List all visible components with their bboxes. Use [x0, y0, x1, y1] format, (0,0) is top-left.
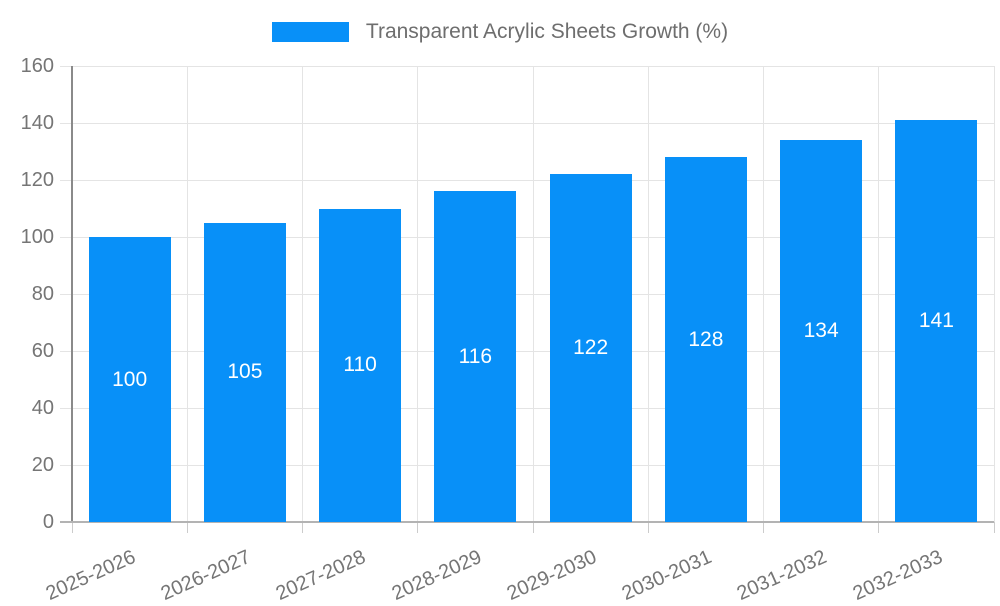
x-axis-tick: [993, 522, 995, 533]
y-axis-line: [71, 66, 73, 522]
y-tick-label: 120: [20, 169, 54, 191]
bar-value-label: 122: [573, 336, 609, 360]
bar-value-label: 128: [688, 327, 724, 351]
gridline-h: [60, 122, 994, 124]
y-tick-label: 0: [42, 511, 54, 533]
bar-value-label: 116: [458, 344, 493, 368]
x-tick-label-text: 2028-2029: [388, 545, 485, 605]
y-tick-label: 60: [31, 340, 54, 362]
legend-swatch: [271, 22, 349, 42]
x-axis-tick: [647, 522, 649, 533]
bar: [780, 140, 863, 522]
bar-value-label: 134: [803, 319, 839, 343]
gridline-h: [60, 179, 994, 181]
gridline-v: [763, 66, 764, 522]
y-tick-label: 160: [20, 55, 54, 77]
x-tick-label-text: 2025-2026: [42, 545, 139, 605]
gridline-v: [878, 66, 880, 522]
x-tick-label-text: 2032-2033: [849, 545, 946, 605]
bar: [203, 222, 286, 522]
gridline-h: [60, 464, 994, 466]
x-axis-line: [60, 521, 994, 523]
y-tick-label: 140: [20, 112, 54, 134]
gridline-h: [60, 407, 994, 409]
bar-value-label: 141: [918, 309, 954, 333]
legend-label: Transparent Acrylic Sheets Growth (%): [365, 20, 729, 43]
x-axis-tick: [878, 522, 880, 533]
y-tick-label: 80: [31, 283, 54, 305]
y-tick-label: 20: [31, 454, 54, 476]
x-axis-tick: [302, 522, 303, 533]
x-axis-tick: [763, 522, 764, 533]
x-tick-label-text: 2029-2030: [503, 545, 600, 605]
x-tick-label-text: 2026-2027: [157, 545, 255, 605]
bar-value-label: 110: [343, 353, 377, 377]
x-axis-tick: [417, 522, 419, 533]
x-axis-tick: [71, 522, 73, 533]
gridline-h: [60, 65, 994, 67]
gridline-v: [532, 66, 534, 522]
gridline-v: [417, 66, 419, 522]
bar: [664, 157, 747, 522]
gridline-v: [993, 66, 995, 522]
x-tick-label-text: 2030-2031: [618, 545, 716, 605]
bar: [549, 174, 632, 522]
gridline-h: [60, 293, 994, 295]
y-tick-label: 100: [20, 226, 54, 248]
bar: [434, 191, 517, 522]
gridline-h: [60, 350, 994, 352]
x-tick-label-text: 2027-2028: [273, 545, 370, 605]
gridline-v: [647, 66, 649, 522]
gridline-v: [186, 66, 188, 522]
bar: [895, 120, 978, 522]
bar: [88, 237, 171, 522]
bar: [319, 208, 402, 522]
x-axis-tick: [532, 522, 534, 533]
gridline-v: [302, 66, 303, 522]
gridline-h: [60, 236, 994, 238]
bar-value-label: 105: [227, 360, 263, 384]
x-axis-tick: [186, 522, 188, 533]
legend: Transparent Acrylic Sheets Growth (%): [0, 20, 1000, 44]
y-tick-label: 40: [31, 397, 54, 419]
x-tick-label-text: 2031-2032: [734, 545, 831, 605]
bar-value-label: 100: [112, 367, 148, 391]
